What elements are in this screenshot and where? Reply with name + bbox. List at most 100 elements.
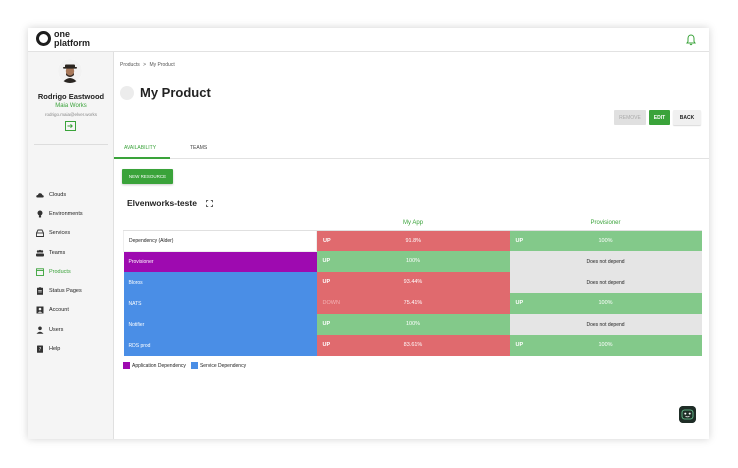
uptime-value: 93.44% [403,279,423,285]
column-header: My App [316,217,510,231]
page-title: My Product [140,85,211,100]
sidebar-item-label: Users [49,326,64,333]
fullscreen-icon[interactable] [206,199,213,207]
no-dependency-cell: Does not depend [509,272,702,293]
row-label: Notifier [123,314,317,335]
clipboard-icon [37,287,43,295]
uptime-value: 75.41% [403,300,423,306]
logo[interactable]: one platform [36,30,90,47]
tab-availability[interactable]: AVAILABILITY [124,145,157,151]
remove-button[interactable]: REMOVE [614,110,646,125]
chat-bot-icon[interactable] [679,406,696,423]
sidebar-divider [34,144,108,145]
tab-bar: AVAILABILITY TEAMS [114,139,709,159]
breadcrumb-separator: > [143,62,147,68]
user-icon [36,326,44,334]
table-row: RDS prod UP 83.61% UP 100% [123,335,702,356]
products-icon [36,268,44,276]
uptime-value: 100% [598,342,613,348]
breadcrumb-parent[interactable]: Products [120,62,140,68]
sidebar-item-services[interactable]: Services [28,224,114,243]
action-buttons: REMOVE EDIT BACK [614,110,701,125]
uptime-value: 100% [405,321,421,327]
legend-swatch-service [190,362,198,369]
row-label: RDS prod [123,335,317,356]
new-resource-button[interactable]: NEW RESOURCE [122,169,173,184]
logo-ring-icon [36,31,51,46]
availability-cell[interactable]: UP 100% [509,230,702,251]
main-content: Products > My Product My Product REMOVE … [114,52,709,439]
availability-cell[interactable]: UP 100% [509,335,702,356]
row-label: Dependency (Alder) [123,229,317,252]
sidebar-item-clouds[interactable]: Clouds [28,185,114,204]
table-row: Dependency (Alder) UP 91.8% UP 100% [123,229,702,252]
availability-cell[interactable]: UP 100% [316,314,510,335]
status-label: UP [515,237,524,244]
services-icon [36,229,44,238]
team-icon [36,249,44,257]
sidebar-item-account[interactable]: Account [28,301,114,320]
table-row: NATS DOWN 75.41% UP 100% [123,293,702,314]
availability-cell[interactable]: UP 91.8% [316,230,510,251]
availability-cell[interactable]: UP 100% [316,251,510,272]
sidebar-item-label: Clouds [49,191,67,198]
environment-header: Elvenworks-teste [127,198,213,208]
status-label: UP [322,258,331,264]
row-label: Bloros [123,272,317,293]
legend: Application Dependency Service Dependenc… [123,362,246,369]
sidebar-item-label: Environments [49,210,83,217]
environment-title: Elvenworks-teste [127,198,197,208]
active-tab-indicator [114,157,170,159]
status-label: UP [322,342,331,348]
legend-label-application: Application Dependency [132,362,186,369]
status-label: UP [515,300,524,306]
sidebar-item-label: Help [49,346,61,353]
back-button[interactable]: BACK [673,110,701,125]
status-label: UP [322,321,331,327]
sidebar-item-label: Products [49,268,71,275]
matrix-header-row: My App Provisioner [123,217,702,231]
bell-icon[interactable] [685,33,697,47]
sidebar-item-teams[interactable]: Teams [28,243,114,262]
logo-text-line2: platform [54,37,90,48]
logout-icon[interactable] [65,121,76,131]
sidebar-nav: Clouds Environments Services Teams Produ… [28,185,114,359]
availability-cell[interactable]: UP 83.61% [316,335,510,356]
profile-name: Rodrigo Eastwood [37,92,105,101]
avatar[interactable] [58,59,82,83]
no-dependency-cell: Does not depend [509,251,702,272]
uptime-value: 83.61% [403,342,423,348]
breadcrumb-current: My Product [149,62,175,68]
sidebar-item-help[interactable]: ? Help [28,339,114,358]
edit-button[interactable]: EDIT [649,110,670,125]
sidebar-item-users[interactable]: Users [28,320,114,339]
table-row: Bloros UP 93.44% Does not depend [123,272,702,293]
matrix-corner [123,217,317,231]
app-window: one platform Rodrigo Eastwood Maia Works… [28,28,709,439]
bulb-icon [37,210,43,218]
availability-cell[interactable]: UP 93.44% [316,272,510,293]
sidebar: Rodrigo Eastwood Maia Works rodrigo.maia… [28,52,114,439]
availability-matrix: My App Provisioner Dependency (Alder) UP… [123,217,702,356]
availability-cell[interactable]: DOWN 75.41% [316,293,510,314]
uptime-value: 100% [598,300,613,306]
sidebar-item-products[interactable]: Products [28,262,114,281]
tab-teams[interactable]: TEAMS [190,145,208,151]
sidebar-item-label: Status Pages [49,288,82,295]
uptime-value: 100% [598,237,613,244]
breadcrumb: Products > My Product [120,62,175,68]
top-bar: one platform [28,28,709,52]
sidebar-item-environments[interactable]: Environments [28,204,114,223]
table-row: Notifier UP 100% Does not depend [123,314,702,335]
uptime-value: 100% [405,258,421,264]
legend-label-service: Service Dependency [199,362,247,369]
sidebar-item-label: Services [49,230,71,237]
product-ring-icon [120,85,134,100]
status-label: UP [515,342,524,348]
avatar-image [58,59,82,83]
row-label: NATS [123,293,317,314]
availability-cell[interactable]: UP 100% [509,293,702,314]
account-icon [36,306,44,314]
column-header: Provisioner [509,217,702,231]
sidebar-item-status-pages[interactable]: Status Pages [28,281,114,300]
